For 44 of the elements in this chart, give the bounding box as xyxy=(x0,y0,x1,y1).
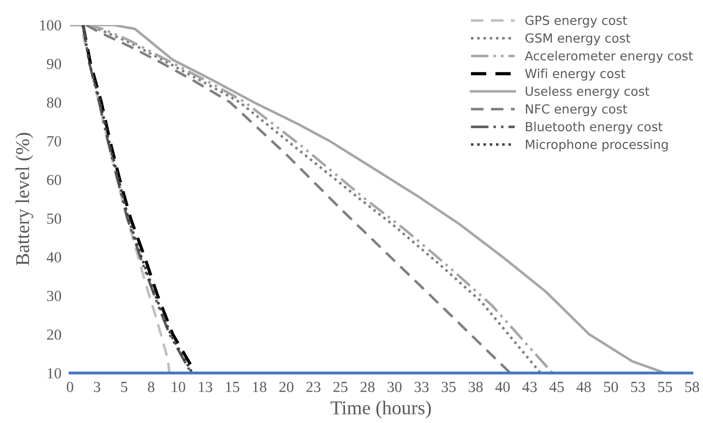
y-tick-label: 40 xyxy=(46,252,62,262)
y-tick-label: 30 xyxy=(47,290,62,302)
x-tick-label: 50 xyxy=(604,382,618,392)
y-axis-title: Battery level (%) xyxy=(16,132,34,266)
legend-label: GPS energy cost xyxy=(525,16,628,28)
legend-label: GSM energy cost xyxy=(525,33,630,46)
x-tick-label: 0 xyxy=(66,382,74,392)
y-tick-label: 20 xyxy=(47,329,62,340)
legend-label: Bluetooth energy cost xyxy=(526,122,663,134)
x-tick-label: 30 xyxy=(388,382,402,392)
x-tick-label: 10 xyxy=(172,382,186,392)
y-tick-label: 70 xyxy=(47,136,62,146)
legend-label: Useless energy cost xyxy=(526,86,650,98)
x-tick-label: 28 xyxy=(360,382,375,392)
x-tick-label: 15 xyxy=(226,382,240,392)
x-tick-label: 25 xyxy=(333,382,348,392)
y-tick-label: 50 xyxy=(47,213,62,224)
x-tick-label: 33 xyxy=(414,382,429,392)
x-tick-label: 38 xyxy=(468,382,483,392)
y-tick-label: 90 xyxy=(46,58,62,70)
y-tick-label: 100 xyxy=(40,20,62,30)
x-tick-label: 43 xyxy=(522,382,537,392)
x-tick-label: 23 xyxy=(306,382,320,392)
x-tick-label: 40 xyxy=(495,382,510,392)
y-tick-label: 80 xyxy=(46,97,62,108)
x-tick-label: 35 xyxy=(442,382,456,392)
x-tick-label: 5 xyxy=(121,382,128,392)
legend-label: Accelerometer energy cost xyxy=(524,50,693,63)
x-tick-label: 58 xyxy=(685,382,700,392)
x-tick-label: 45 xyxy=(549,382,564,392)
x-tick-label: 8 xyxy=(148,382,154,392)
legend-label: Wifi energy cost xyxy=(525,68,626,81)
y-tick-label: 10 xyxy=(48,368,62,378)
x-tick-label: 18 xyxy=(253,382,266,392)
x-tick-label: 55 xyxy=(658,382,672,392)
x-axis-title: Time (hours) xyxy=(330,400,431,418)
x-tick-label: 3 xyxy=(94,382,100,392)
y-tick-label: 60 xyxy=(47,174,62,186)
x-tick-label: 48 xyxy=(576,382,591,392)
legend-label: NFC energy cost xyxy=(526,104,628,116)
x-tick-label: 13 xyxy=(198,382,212,392)
x-tick-label: 53 xyxy=(631,382,645,392)
x-tick-label: 20 xyxy=(279,382,294,392)
legend-label: Microphone processing xyxy=(526,139,668,152)
